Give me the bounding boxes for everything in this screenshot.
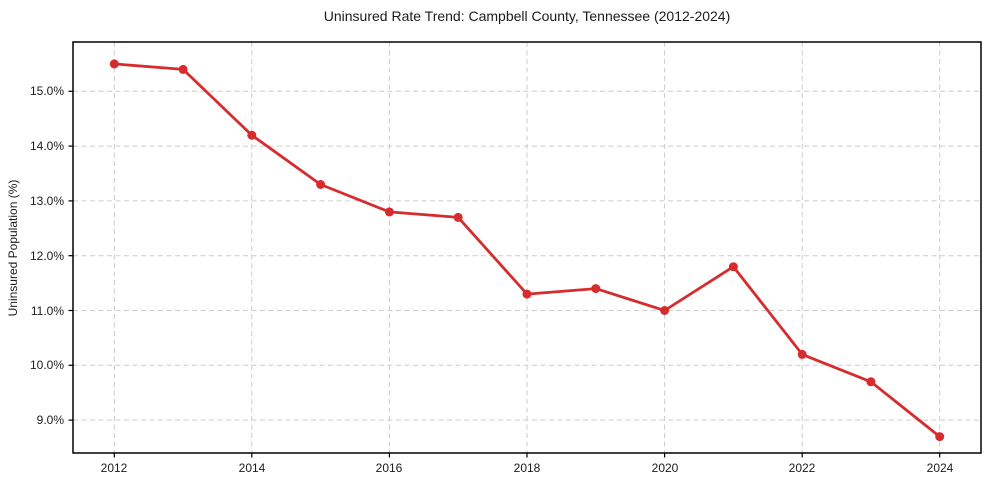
data-point-marker xyxy=(660,306,670,315)
x-tick-label: 2012 xyxy=(100,461,128,475)
chart-title: Uninsured Rate Trend: Campbell County, T… xyxy=(323,8,731,24)
y-tick-label: 13.0% xyxy=(29,194,64,208)
x-tick-label: 2020 xyxy=(651,461,679,475)
axes-frame xyxy=(72,41,982,454)
y-tick-label: 12.0% xyxy=(29,249,64,263)
data-point-marker xyxy=(591,284,601,294)
data-point-marker xyxy=(453,212,463,222)
x-tick-label: 2024 xyxy=(926,461,954,475)
data-point-marker xyxy=(178,64,188,74)
data-point-marker xyxy=(109,59,119,69)
y-tick-label: 10.0% xyxy=(29,358,64,372)
data-point-marker xyxy=(247,130,257,140)
data-point-marker xyxy=(935,432,945,442)
data-point-marker xyxy=(797,349,807,359)
data-point-marker xyxy=(384,207,394,217)
x-tick-label: 2016 xyxy=(375,461,403,475)
x-tick-label: 2018 xyxy=(513,461,541,475)
y-tick-label: 14.0% xyxy=(29,139,64,153)
data-point-marker xyxy=(866,377,876,387)
data-point-marker xyxy=(728,262,738,272)
x-tick-label: 2014 xyxy=(238,461,266,475)
y-tick-label: 15.0% xyxy=(29,84,64,98)
data-point-marker xyxy=(316,180,326,189)
y-tick-label: 11.0% xyxy=(30,304,64,318)
y-tick-label: 9.0% xyxy=(36,413,64,427)
x-tick-label: 2022 xyxy=(788,461,816,475)
data-point-marker xyxy=(522,289,532,299)
